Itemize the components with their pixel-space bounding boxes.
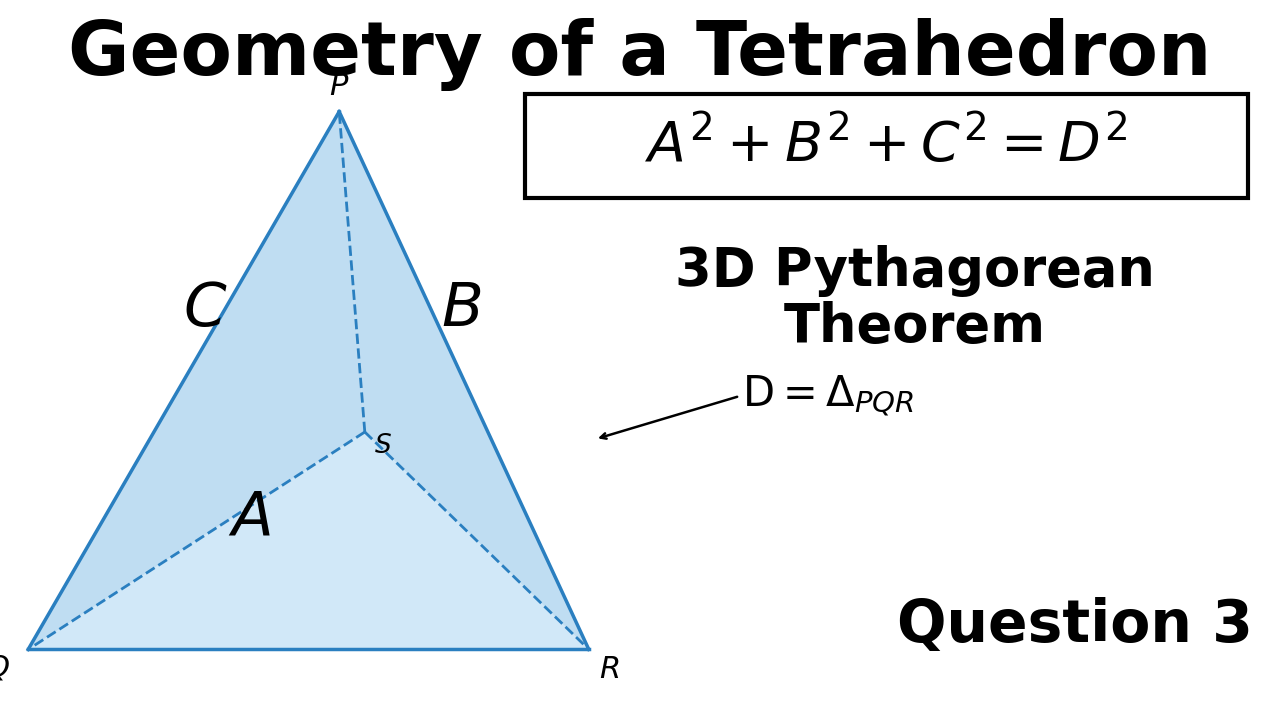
Text: $P$: $P$ [329, 72, 349, 101]
Polygon shape [28, 432, 589, 649]
Text: $\mathrm{D} = \Delta_{PQR}$: $\mathrm{D} = \Delta_{PQR}$ [742, 374, 914, 418]
Text: $S$: $S$ [374, 433, 392, 459]
Text: Question 3: Question 3 [897, 597, 1253, 654]
Text: $R$: $R$ [599, 655, 620, 684]
Text: $C$: $C$ [183, 280, 227, 339]
Text: $A$: $A$ [228, 489, 271, 548]
Polygon shape [28, 112, 589, 649]
FancyBboxPatch shape [525, 94, 1248, 198]
Text: $A^2 + B^2 + C^2 = D^2$: $A^2 + B^2 + C^2 = D^2$ [645, 117, 1128, 174]
Text: $B$: $B$ [440, 280, 481, 339]
Text: $Q$: $Q$ [0, 654, 10, 683]
Polygon shape [28, 112, 365, 649]
Text: Geometry of a Tetrahedron: Geometry of a Tetrahedron [68, 18, 1212, 91]
Polygon shape [339, 112, 589, 649]
Text: 3D Pythagorean
Theorem: 3D Pythagorean Theorem [676, 245, 1155, 353]
